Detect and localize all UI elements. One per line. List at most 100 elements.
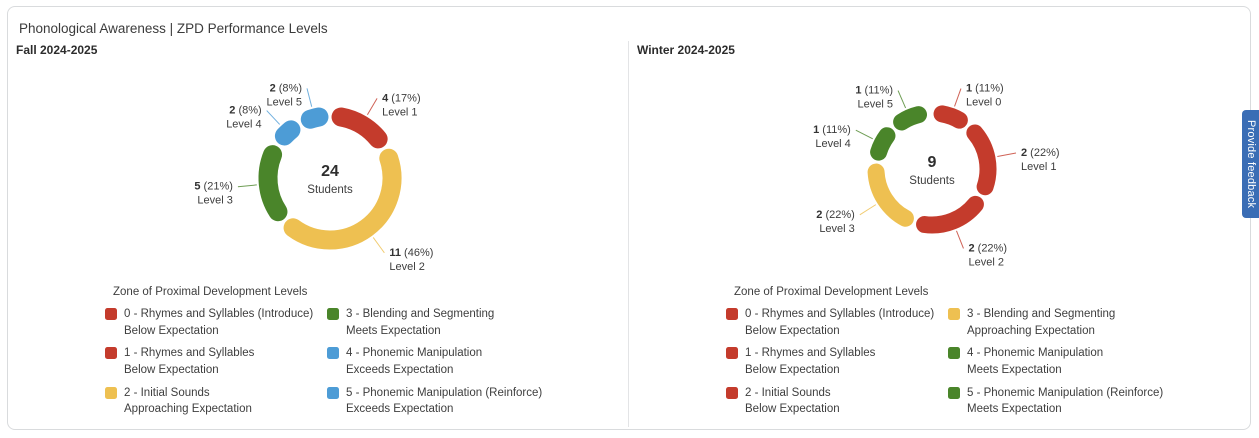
legend-swatch-icon bbox=[948, 308, 960, 320]
winter-donut-chart: 1 (11%) Level 0 2 (22%) Level 1 2 (22%) Level… bbox=[813, 83, 1060, 269]
segment-level-label: Level 1 bbox=[1021, 161, 1056, 173]
segment-level-label: Level 2 bbox=[389, 261, 424, 273]
legend-item-label: 0 - Rhymes and Syllables (Introduce) bbox=[124, 308, 314, 320]
legend-item[interactable]: 3 - Blending and Segmenting Meets Expecta… bbox=[327, 306, 628, 339]
segment-label: 2 (8%) bbox=[229, 105, 261, 117]
legend-item-text: 2 - Initial Sounds Approaching Expectatio… bbox=[124, 385, 252, 418]
segment-level-label: Level 2 bbox=[968, 256, 1003, 268]
segment-level-label: Level 5 bbox=[858, 99, 893, 111]
legend-item[interactable]: 2 - Initial Sounds Approaching Expectatio… bbox=[105, 385, 327, 418]
segment-level-label: Level 0 bbox=[966, 97, 1001, 109]
segment-leader-line bbox=[897, 90, 907, 109]
legend-swatch-icon bbox=[327, 386, 339, 399]
chart-panels: Fall 2024-2025 4 (17%) Level 1 11 (46%) Lev… bbox=[8, 41, 1250, 427]
segment-label: 2 (8%) bbox=[270, 82, 302, 94]
segment-label: 1 (11%) bbox=[855, 85, 893, 97]
segment-leader-line bbox=[372, 237, 385, 254]
segment-label: 2 (22%) bbox=[968, 242, 1007, 254]
legend-swatch-icon bbox=[948, 347, 960, 360]
legend-item-text: 0 - Rhymes and Syllables (Introduce) Belo… bbox=[745, 306, 934, 339]
legend-item[interactable]: 2 - Initial Sounds Below Expectation bbox=[726, 385, 948, 418]
legend-item-label: 4 - Phonemic Manipulation bbox=[967, 347, 1104, 360]
segment-level-label: Level 4 bbox=[815, 138, 850, 150]
segment-label: 2 (22%) bbox=[1021, 147, 1060, 159]
winter-legend: Zone of Proximal Development Levels 0 - … bbox=[629, 286, 1250, 418]
legend-title: Zone of Proximal Development Levels bbox=[734, 286, 929, 298]
legend-title: Zone of Proximal Development Levels bbox=[113, 286, 308, 298]
legend-item-label: 5 - Phonemic Manipulation (Reinforce) bbox=[967, 386, 1164, 399]
legend-item-sublabel: Below Expectation bbox=[745, 403, 840, 416]
legend-item-label: 2 - Initial Sounds bbox=[745, 386, 831, 399]
donut-segment-level-1[interactable] bbox=[331, 107, 388, 149]
segment-leader-line bbox=[855, 129, 873, 140]
chart-card: Phonological Awareness | ZPD Performance… bbox=[7, 6, 1251, 430]
provide-feedback-button[interactable]: Provide feedback bbox=[1242, 110, 1259, 218]
legend-item[interactable]: 4 - Phonemic Manipulation Exceeds Expecta… bbox=[327, 345, 628, 378]
legend-item-text: 4 - Phonemic Manipulation Exceeds Expecta… bbox=[346, 345, 482, 378]
donut-segment-level-5[interactable] bbox=[893, 106, 928, 131]
donut-segment-level-2[interactable] bbox=[283, 148, 402, 250]
legend-grid: 0 - Rhymes and Syllables (Introduce) Belo… bbox=[726, 306, 1250, 418]
legend-swatch-icon bbox=[105, 308, 117, 320]
winter-panel-title: Winter 2024-2025 bbox=[637, 43, 735, 57]
segment-label: 1 (11%) bbox=[813, 124, 851, 136]
donut-segment-level-4[interactable] bbox=[274, 120, 301, 146]
legend-item-label: 2 - Initial Sounds bbox=[124, 386, 210, 399]
donut-segment-level-4[interactable] bbox=[870, 127, 896, 161]
legend-item-label: 0 - Rhymes and Syllables (Introduce) bbox=[745, 308, 935, 320]
segment-level-label: Level 4 bbox=[226, 119, 261, 131]
legend-swatch-icon bbox=[726, 386, 738, 399]
segment-leader-line bbox=[306, 88, 313, 107]
page-title: Phonological Awareness | ZPD Performance… bbox=[19, 21, 328, 36]
winter-panel: Winter 2024-2025 1 (11%) Level 0 2 (22%) Le… bbox=[629, 41, 1250, 427]
legend-item[interactable]: 3 - Blending and Segmenting Approaching E… bbox=[948, 306, 1250, 339]
legend-item-label: 1 - Rhymes and Syllables bbox=[745, 347, 876, 360]
legend-item-label: 3 - Blending and Segmenting bbox=[967, 308, 1116, 320]
legend-item[interactable]: 1 - Rhymes and Syllables Below Expectatio… bbox=[726, 345, 948, 378]
segment-leader-line bbox=[266, 110, 281, 125]
fall-legend: Zone of Proximal Development Levels 0 - … bbox=[8, 286, 628, 418]
legend-item-text: 2 - Initial Sounds Below Expectation bbox=[745, 385, 840, 418]
legend-item[interactable]: 1 - Rhymes and Syllables Below Expectatio… bbox=[105, 345, 327, 378]
legend-item-text: 1 - Rhymes and Syllables Below Expectatio… bbox=[745, 345, 875, 378]
legend-item-text: 5 - Phonemic Manipulation (Reinforce) Mee… bbox=[967, 385, 1163, 418]
legend-grid: 0 - Rhymes and Syllables (Introduce) Belo… bbox=[105, 306, 628, 418]
legend-item-label: 5 - Phonemic Manipulation (Reinforce) bbox=[346, 386, 543, 399]
donut-segment-level-2[interactable] bbox=[916, 195, 984, 234]
legend-swatch-icon bbox=[726, 308, 738, 320]
legend-item-text: 0 - Rhymes and Syllables (Introduce) Belo… bbox=[124, 306, 313, 339]
donut-center-label: Students bbox=[909, 175, 955, 187]
legend-item[interactable]: 5 - Phonemic Manipulation (Reinforce) Exc… bbox=[327, 385, 628, 418]
segment-label: 1 (11%) bbox=[966, 83, 1004, 95]
legend-item-sublabel: Exceeds Expectation bbox=[346, 403, 454, 416]
segment-level-label: Level 1 bbox=[382, 106, 417, 118]
segment-leader-line bbox=[954, 88, 962, 107]
segment-level-label: Level 5 bbox=[267, 96, 302, 108]
legend-item-text: 3 - Blending and Segmenting Approaching E… bbox=[967, 306, 1115, 339]
fall-panel: Fall 2024-2025 4 (17%) Level 1 11 (46%) Lev… bbox=[8, 41, 629, 427]
donut-center-value: 24 bbox=[321, 163, 339, 180]
donut-segment-level-0[interactable] bbox=[933, 105, 968, 129]
donut-segment-level-5[interactable] bbox=[300, 107, 329, 129]
segment-label: 11 (46%) bbox=[389, 247, 433, 259]
legend-item-sublabel: Approaching Expectation bbox=[967, 324, 1095, 337]
legend-item[interactable]: 0 - Rhymes and Syllables (Introduce) Belo… bbox=[105, 306, 327, 339]
legend-item[interactable]: 4 - Phonemic Manipulation Meets Expectati… bbox=[948, 345, 1250, 378]
fall-donut-chart: 4 (17%) Level 1 11 (46%) Level 2 5 (21%) Leve… bbox=[194, 82, 433, 273]
segment-leader-line bbox=[366, 98, 378, 115]
legend-item-sublabel: Meets Expectation bbox=[967, 364, 1062, 377]
legend-item-label: 1 - Rhymes and Syllables bbox=[124, 347, 255, 360]
legend-swatch-icon bbox=[105, 347, 117, 360]
legend-item[interactable]: 0 - Rhymes and Syllables (Introduce) Belo… bbox=[726, 306, 948, 339]
legend-item-sublabel: Below Expectation bbox=[745, 364, 840, 377]
donut-segment-level-1[interactable] bbox=[966, 124, 997, 196]
donut-segment-level-3[interactable] bbox=[867, 163, 914, 227]
segment-label: 5 (21%) bbox=[194, 181, 233, 193]
donut-segment-level-3[interactable] bbox=[258, 145, 288, 222]
legend-item-sublabel: Below Expectation bbox=[745, 324, 840, 337]
legend-item[interactable]: 5 - Phonemic Manipulation (Reinforce) Mee… bbox=[948, 385, 1250, 418]
legend-swatch-icon bbox=[327, 308, 339, 320]
segment-leader-line bbox=[956, 230, 964, 249]
legend-item-sublabel: Approaching Expectation bbox=[124, 403, 252, 416]
segment-level-label: Level 3 bbox=[197, 195, 232, 207]
